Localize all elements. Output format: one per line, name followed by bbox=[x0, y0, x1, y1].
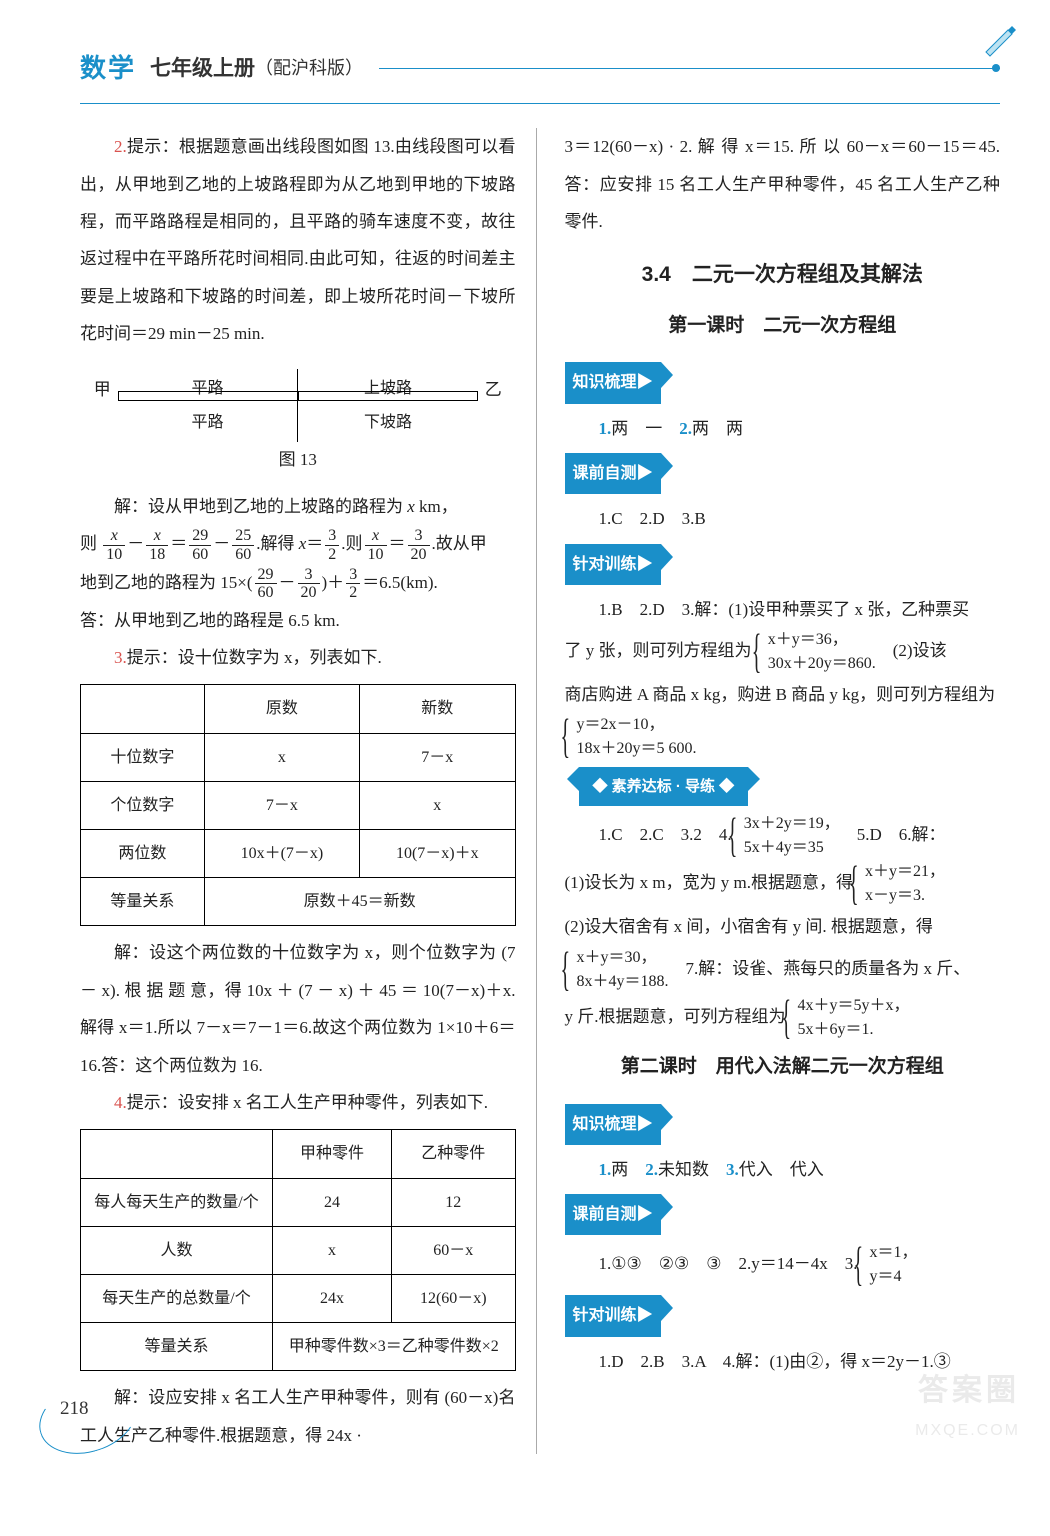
figure-13: 甲 乙 平路 上坡路 平路 下坡路 图 13 bbox=[80, 363, 516, 478]
grade-label: 七年级上册 bbox=[150, 46, 255, 92]
table-2: 甲种零件乙种零件 每人每天生产的数量/个2412 人数x60－x 每天生产的总数… bbox=[80, 1129, 516, 1371]
tag-zhenli2: 针对训练▶ bbox=[565, 1295, 661, 1336]
section-title: 3.4 二元一次方程组及其解法 bbox=[565, 252, 1001, 298]
right-column: 3＝12(60－x) · 2. 解 得 x＝15. 所 以 60－x＝60－15… bbox=[565, 128, 1001, 1454]
tag-qianzi2: 课前自测▶ bbox=[565, 1194, 661, 1235]
zl-p1: 1.B 2.D 3.解：(1)设甲种票买了 x 张，乙种票买 bbox=[565, 591, 1001, 628]
watermark-url: MXQE.COM bbox=[915, 1413, 1020, 1448]
tag-zhishi: 知识梳理▶ bbox=[565, 362, 661, 403]
tag-qianzi: 课前自测▶ bbox=[565, 453, 661, 494]
zl-p2: 商店购进 A 商品 x kg，购进 B 商品 y kg，则可列方程组为 bbox=[565, 676, 1001, 713]
right-p0: 3＝12(60－x) · 2. 解 得 x＝15. 所 以 60－x＝60－15… bbox=[565, 128, 1001, 240]
page-number: 218 bbox=[60, 1388, 89, 1430]
left-p8: 解：设应安排 x 名工人生产甲种零件，则有 (60－x)名工人生产乙种零件.根据… bbox=[80, 1379, 516, 1454]
figure-caption: 图 13 bbox=[80, 441, 516, 478]
lesson1-title: 第一课时 二元一次方程组 bbox=[565, 305, 1001, 347]
left-p7: 4.提示：设安排 x 名工人生产甲种零件，列表如下. bbox=[80, 1084, 516, 1121]
zs-ans2: 1.两 2.未知数 3.代入 代入 bbox=[565, 1151, 1001, 1188]
header-divider bbox=[379, 68, 1000, 69]
qz2-ans: 1.①③ ②③ ③ 2.y＝14－4x 3.x＝1，y＝4 bbox=[565, 1241, 1001, 1289]
zs-ans1: 1.两 一 2.两 两 bbox=[565, 410, 1001, 447]
page-header: 数学 七年级上册 （配沪科版） bbox=[80, 40, 1000, 104]
subject-label: 数学 bbox=[80, 40, 136, 97]
left-p1: 2.提示：根据题意画出线段图如图 13.由线段图可以看出，从甲地到乙地的上坡路程… bbox=[80, 128, 516, 352]
tag-zhenli: 针对训练▶ bbox=[565, 544, 661, 585]
sy-p3: (2)设大宿舍有 x 间，小宿舍有 y 间. 根据题意，得 bbox=[565, 908, 1001, 945]
left-p2: 解：设从甲地到乙地的上坡路的路程为 x km， bbox=[80, 488, 516, 525]
qz-ans: 1.C 2.D 3.B bbox=[565, 500, 1001, 537]
left-p5: 3.提示：设十位数字为 x，列表如下. bbox=[80, 639, 516, 676]
left-p4: 答：从甲地到乙地的路程是 6.5 km. bbox=[80, 602, 516, 639]
left-p3: 地到乙地的路程为 15×(2960－320)＋32＝6.5(km). bbox=[80, 564, 516, 602]
sy-p1: 1.C 2.C 3.2 4.3x＋2y＝19，5x＋4y＝35 5.D 6.解： bbox=[565, 812, 1001, 860]
sy-p4: y 斤.根据题意，可列方程组为4x＋y＝5y＋x，5x＋6y＝1. bbox=[565, 994, 1001, 1042]
pencil-icon bbox=[980, 18, 1020, 58]
left-p2-frac: 则 x10－x18＝2960－2560.解得 x＝32.则x10＝320.故从甲 bbox=[80, 525, 516, 563]
sy-p2: (1)设长为 x m，宽为 y m.根据题意，得x＋y＝21，x－y＝3. bbox=[565, 860, 1001, 908]
tag-suyang: ◆ 素养达标 · 导练 ◆ bbox=[579, 767, 749, 806]
left-p6: 解：设这个两位数的十位数字为 x，则个位数字为 (7 － x). 根 据 题 意… bbox=[80, 934, 516, 1084]
left-column: 2.提示：根据题意画出线段图如图 13.由线段图可以看出，从甲地到乙地的上坡路程… bbox=[80, 128, 537, 1454]
tag-zhishi2: 知识梳理▶ bbox=[565, 1104, 661, 1145]
table-1: 原数新数 十位数字x7－x 个位数字7－xx 两位数10x＋(7－x)10(7－… bbox=[80, 684, 516, 926]
zl-p2e: y＝2x－10，18x＋20y＝5 600. bbox=[565, 713, 1001, 761]
edition-label: （配沪科版） bbox=[255, 49, 363, 89]
zl-p1b: 了 y 张，则可列方程组为 x＋y＝36，30x＋20y＝860. (2)设该 bbox=[565, 628, 1001, 676]
